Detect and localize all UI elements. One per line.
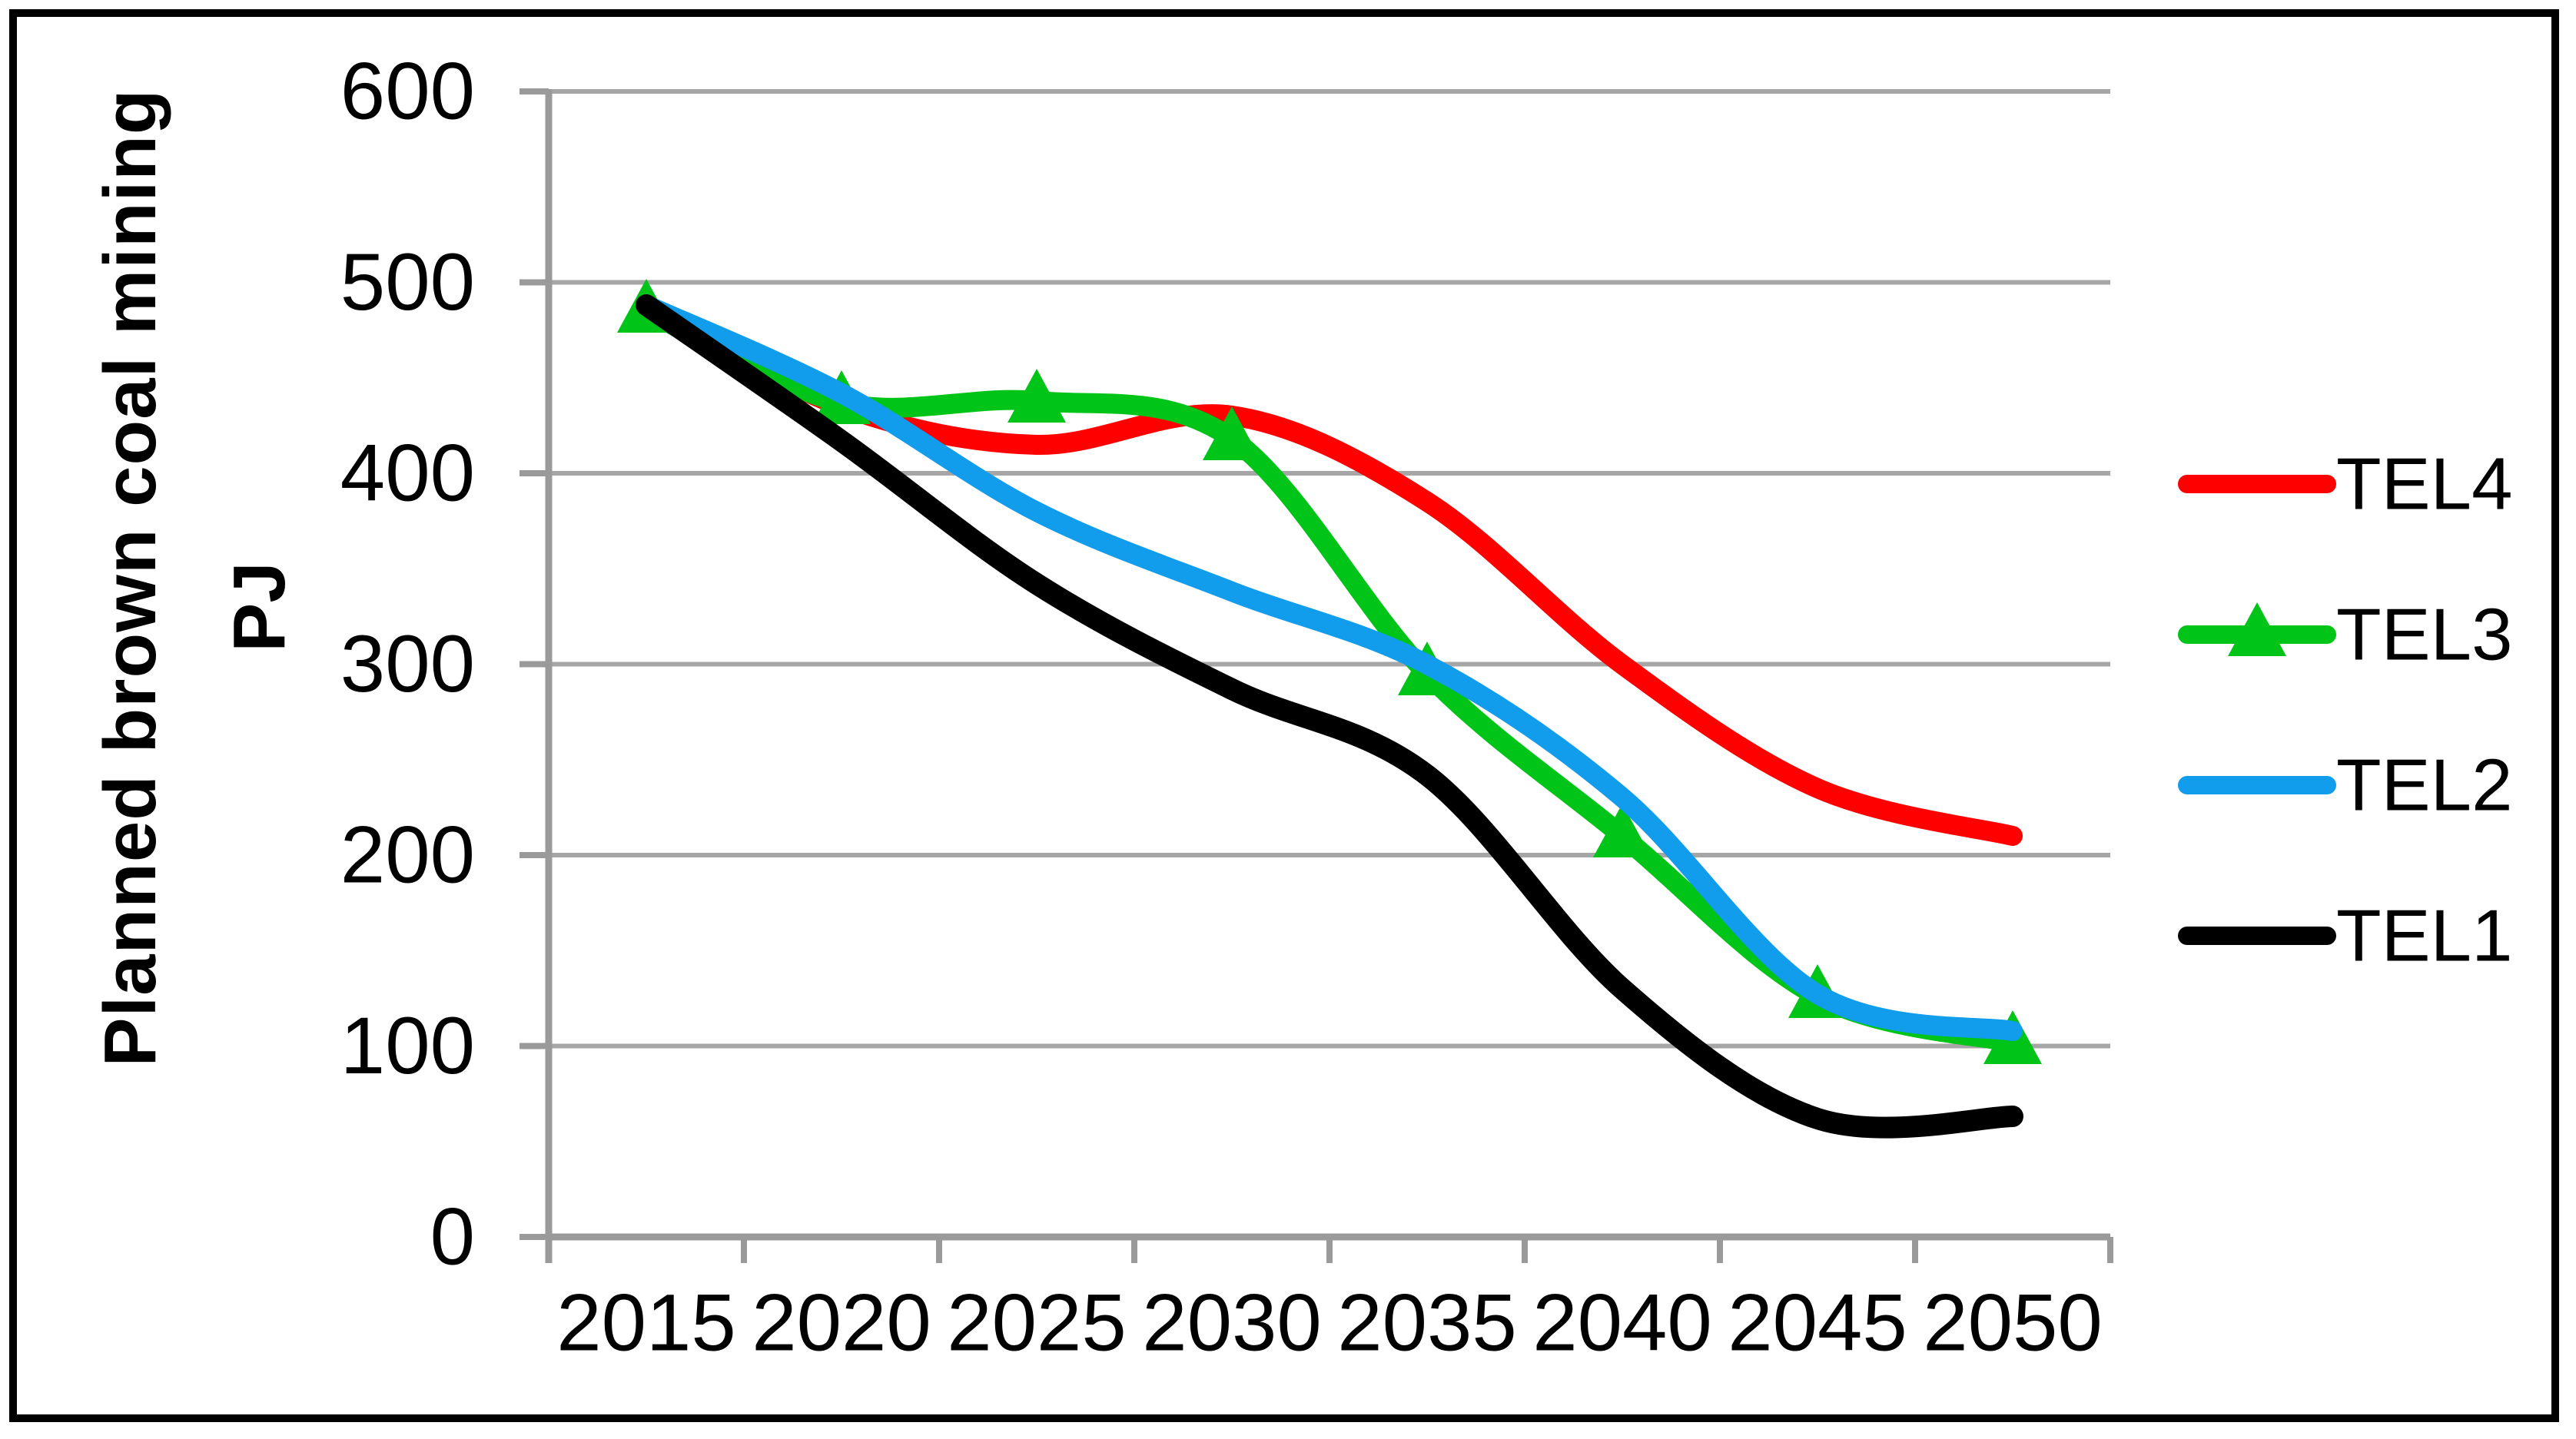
y-tick-label-200: 200 (340, 811, 475, 900)
x-tick-label-2035: 2035 (1337, 1278, 1517, 1368)
x-tick-label-2030: 2030 (1142, 1278, 1322, 1368)
series-line-TEL4 (636, 295, 2023, 846)
legend-label-TEL1: TEL1 (2336, 895, 2512, 977)
x-tick-label-2025: 2025 (947, 1278, 1127, 1368)
y-tick-label-500: 500 (340, 237, 475, 327)
series-TEL3-marker-2040 (1593, 804, 1651, 857)
x-tick-label-2020: 2020 (752, 1278, 931, 1368)
legend-label-TEL3: TEL3 (2336, 594, 2512, 676)
x-tick-label-2050: 2050 (1923, 1278, 2103, 1368)
series-line-TEL1 (636, 294, 2023, 1139)
y-tick-label-0: 0 (430, 1192, 475, 1282)
y-tick-label-300: 300 (340, 619, 475, 709)
legend-label-TEL4: TEL4 (2336, 443, 2512, 526)
legend-label-TEL2: TEL2 (2336, 744, 2512, 827)
series-TEL3-marker-2030 (1203, 406, 1261, 460)
y-tick-label-400: 400 (340, 429, 475, 519)
x-tick-label-2040: 2040 (1532, 1278, 1712, 1368)
x-tick-label-2015: 2015 (556, 1278, 736, 1368)
y-tick-label-600: 600 (340, 47, 475, 137)
series-line-TEL2 (636, 295, 2023, 1041)
x-tick-label-2045: 2045 (1728, 1278, 1907, 1368)
legend-marker-TEL3 (2228, 602, 2286, 656)
series-TEL3-marker-2025 (1007, 369, 1066, 423)
y-tick-label-100: 100 (340, 1001, 475, 1091)
